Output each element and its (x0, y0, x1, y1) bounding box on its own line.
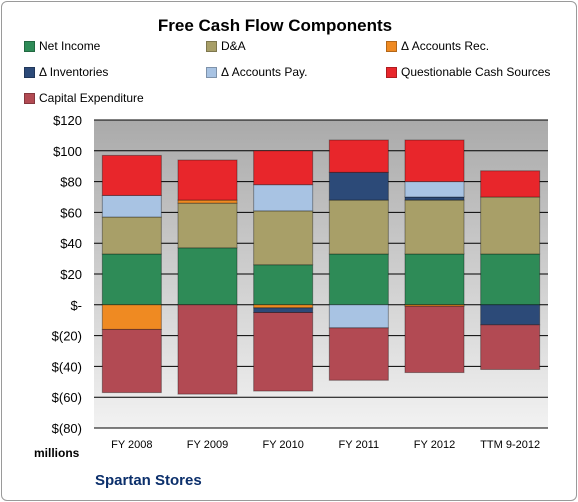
bar-segment (253, 264, 314, 306)
legend-item: Capital Expenditure (24, 91, 144, 105)
bar-segment (328, 304, 389, 329)
chart-legend: Net Income D&A Δ Accounts Rec. Δ Inventorie… (24, 39, 574, 111)
x-tick-label: FY 2011 (339, 439, 380, 451)
legend-item: D&A (206, 39, 246, 53)
y-tick-label: $(40) (52, 359, 82, 374)
chart-title: Free Cash Flow Components (157, 16, 393, 35)
x-tick-label: FY 2010 (262, 439, 303, 451)
legend-label: Capital Expenditure (39, 91, 144, 105)
bar-segment (253, 307, 314, 314)
bar-segment (101, 304, 162, 330)
bar-segment (101, 328, 162, 394)
bar-segment (177, 202, 238, 249)
company-name: Spartan Stores (95, 472, 202, 489)
plot-area: $120 $100 $80 $60 $40 $20 $- $(20) $(40) $(60) $(8… (52, 113, 548, 451)
bar-segment (404, 139, 465, 183)
bar-segment (328, 253, 389, 306)
y-tick-label: $(80) (52, 421, 82, 436)
x-tick-label: FY 2012 (414, 439, 455, 451)
legend-label: Δ Inventories (39, 65, 109, 79)
bar-segment (177, 247, 238, 306)
legend-label: Δ Accounts Rec. (401, 39, 490, 53)
bar-segment (253, 150, 314, 186)
legend-swatch (386, 40, 397, 52)
legend-label: Net Income (39, 39, 101, 53)
legend-swatch (24, 40, 35, 52)
bar-segment (404, 199, 465, 255)
x-tick-label: FY 2009 (187, 439, 228, 451)
legend-swatch (206, 66, 217, 78)
x-tick-label: TTM 9-2012 (480, 439, 540, 451)
y-tick-label: $80 (60, 175, 82, 190)
bar-segment (101, 194, 162, 218)
unit-label: millions (34, 446, 80, 460)
bar-segment (101, 154, 162, 196)
bar-segment (177, 159, 238, 201)
legend-swatch (24, 66, 35, 78)
legend-label: D&A (221, 39, 246, 53)
legend-swatch (24, 92, 35, 104)
y-tick-label: $60 (60, 205, 82, 220)
legend-item: Net Income (24, 39, 100, 53)
y-tick-label: $(60) (52, 390, 82, 405)
bar-segment (480, 170, 541, 198)
bar-segment (480, 324, 541, 370)
bar-segment (480, 196, 541, 255)
legend-label: Δ Accounts Pay. (221, 65, 308, 79)
legend-swatch (386, 66, 397, 78)
bar-segment (480, 304, 541, 326)
bar-segment (253, 210, 314, 266)
bar-segment (253, 312, 314, 392)
bar-segment (101, 253, 162, 306)
y-tick-label: $120 (53, 113, 82, 128)
legend-item: Questionable Cash Sources (386, 65, 550, 79)
bar-segment (177, 199, 238, 204)
x-tick-label: FY 2008 (111, 439, 152, 451)
bar-segment (404, 181, 465, 198)
bar-segment (253, 304, 314, 309)
bar-segment (404, 305, 465, 374)
bar-segment (328, 327, 389, 381)
bar-segment (101, 216, 162, 255)
legend-item: Δ Accounts Pay. (206, 65, 308, 79)
y-tick-label: $100 (53, 144, 82, 159)
bar-segment (328, 199, 389, 255)
legend-item: Δ Accounts Rec. (386, 39, 489, 53)
y-tick-label: $20 (60, 267, 82, 282)
bar-segment (177, 304, 238, 395)
y-tick-label: $40 (60, 236, 82, 251)
bar-segment (404, 253, 465, 306)
legend-swatch (206, 40, 217, 52)
bar-segment (253, 184, 314, 212)
legend-item: Δ Inventories (24, 65, 108, 79)
bar-segment (480, 253, 541, 306)
bar-segment (328, 139, 389, 173)
bar-segment (328, 171, 389, 201)
y-tick-label: $- (70, 298, 82, 313)
legend-label: Questionable Cash Sources (401, 65, 551, 79)
y-tick-label: $(20) (52, 329, 82, 344)
